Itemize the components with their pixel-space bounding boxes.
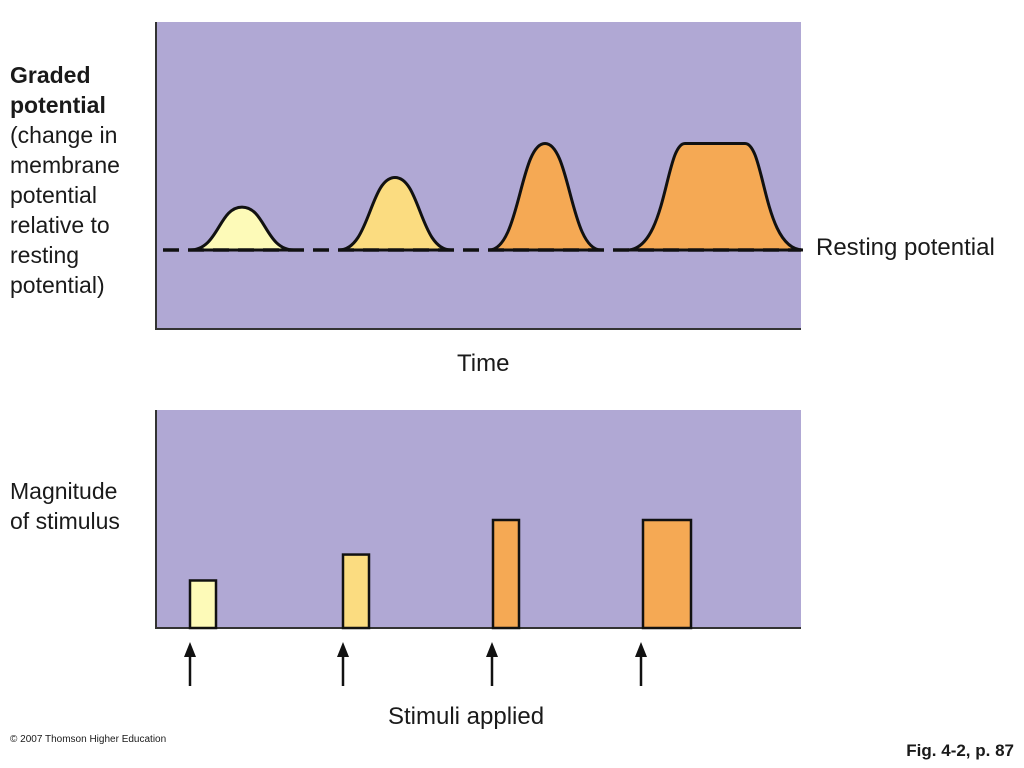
- stimulus-4-graded-potential: [626, 141, 804, 252]
- stimulus-2-graded-potential: [338, 175, 452, 252]
- ylabel-line-4: membrane: [10, 152, 120, 178]
- stimulus-1-graded-potential: [189, 205, 295, 252]
- stimulus-3-graded-potential: [488, 141, 602, 252]
- ylabel-line-6: relative to: [10, 212, 110, 238]
- bottom-panel-background: [156, 410, 801, 628]
- stimulus-3-arrow-icon: [486, 642, 498, 686]
- stimulus-4-magnitude-bar: [641, 518, 693, 630]
- ylabel-line-8: potential): [10, 272, 105, 298]
- stimulus-1-magnitude-bar: [188, 579, 218, 630]
- stimulus-2-magnitude-bar: [341, 553, 371, 630]
- stimulus-arrows: [184, 642, 647, 686]
- ylabel-line-3: (change in: [10, 122, 118, 148]
- stimulus-magnitude-axis-label: Magnitude of stimulus: [10, 476, 150, 536]
- magnitude-label-line-2: of stimulus: [10, 508, 120, 534]
- ylabel-bold-line-2: potential: [10, 92, 106, 118]
- time-axis-label: Time: [457, 350, 510, 377]
- copyright-notice: © 2007 Thomson Higher Education: [10, 734, 167, 745]
- graded-potential-axis-label: Graded potential (change in membrane pot…: [10, 60, 150, 300]
- ylabel-line-5: potential: [10, 182, 97, 208]
- resting-potential-label: Resting potential: [816, 234, 995, 261]
- potential-curves: [189, 141, 804, 252]
- stimulus-2-arrow-icon: [337, 642, 349, 686]
- stimuli-applied-label: Stimuli applied: [388, 703, 545, 730]
- stimulus-3-magnitude-bar: [491, 518, 521, 630]
- ylabel-bold-line-1: Graded: [10, 62, 91, 88]
- stimulus-1-arrow-icon: [184, 642, 196, 686]
- ylabel-line-7: resting: [10, 242, 80, 268]
- magnitude-label-line-1: Magnitude: [10, 478, 118, 504]
- stimulus-bars: [188, 518, 693, 630]
- figure-reference: Fig. 4-2, p. 87: [906, 741, 1014, 760]
- stimulus-4-arrow-icon: [635, 642, 647, 686]
